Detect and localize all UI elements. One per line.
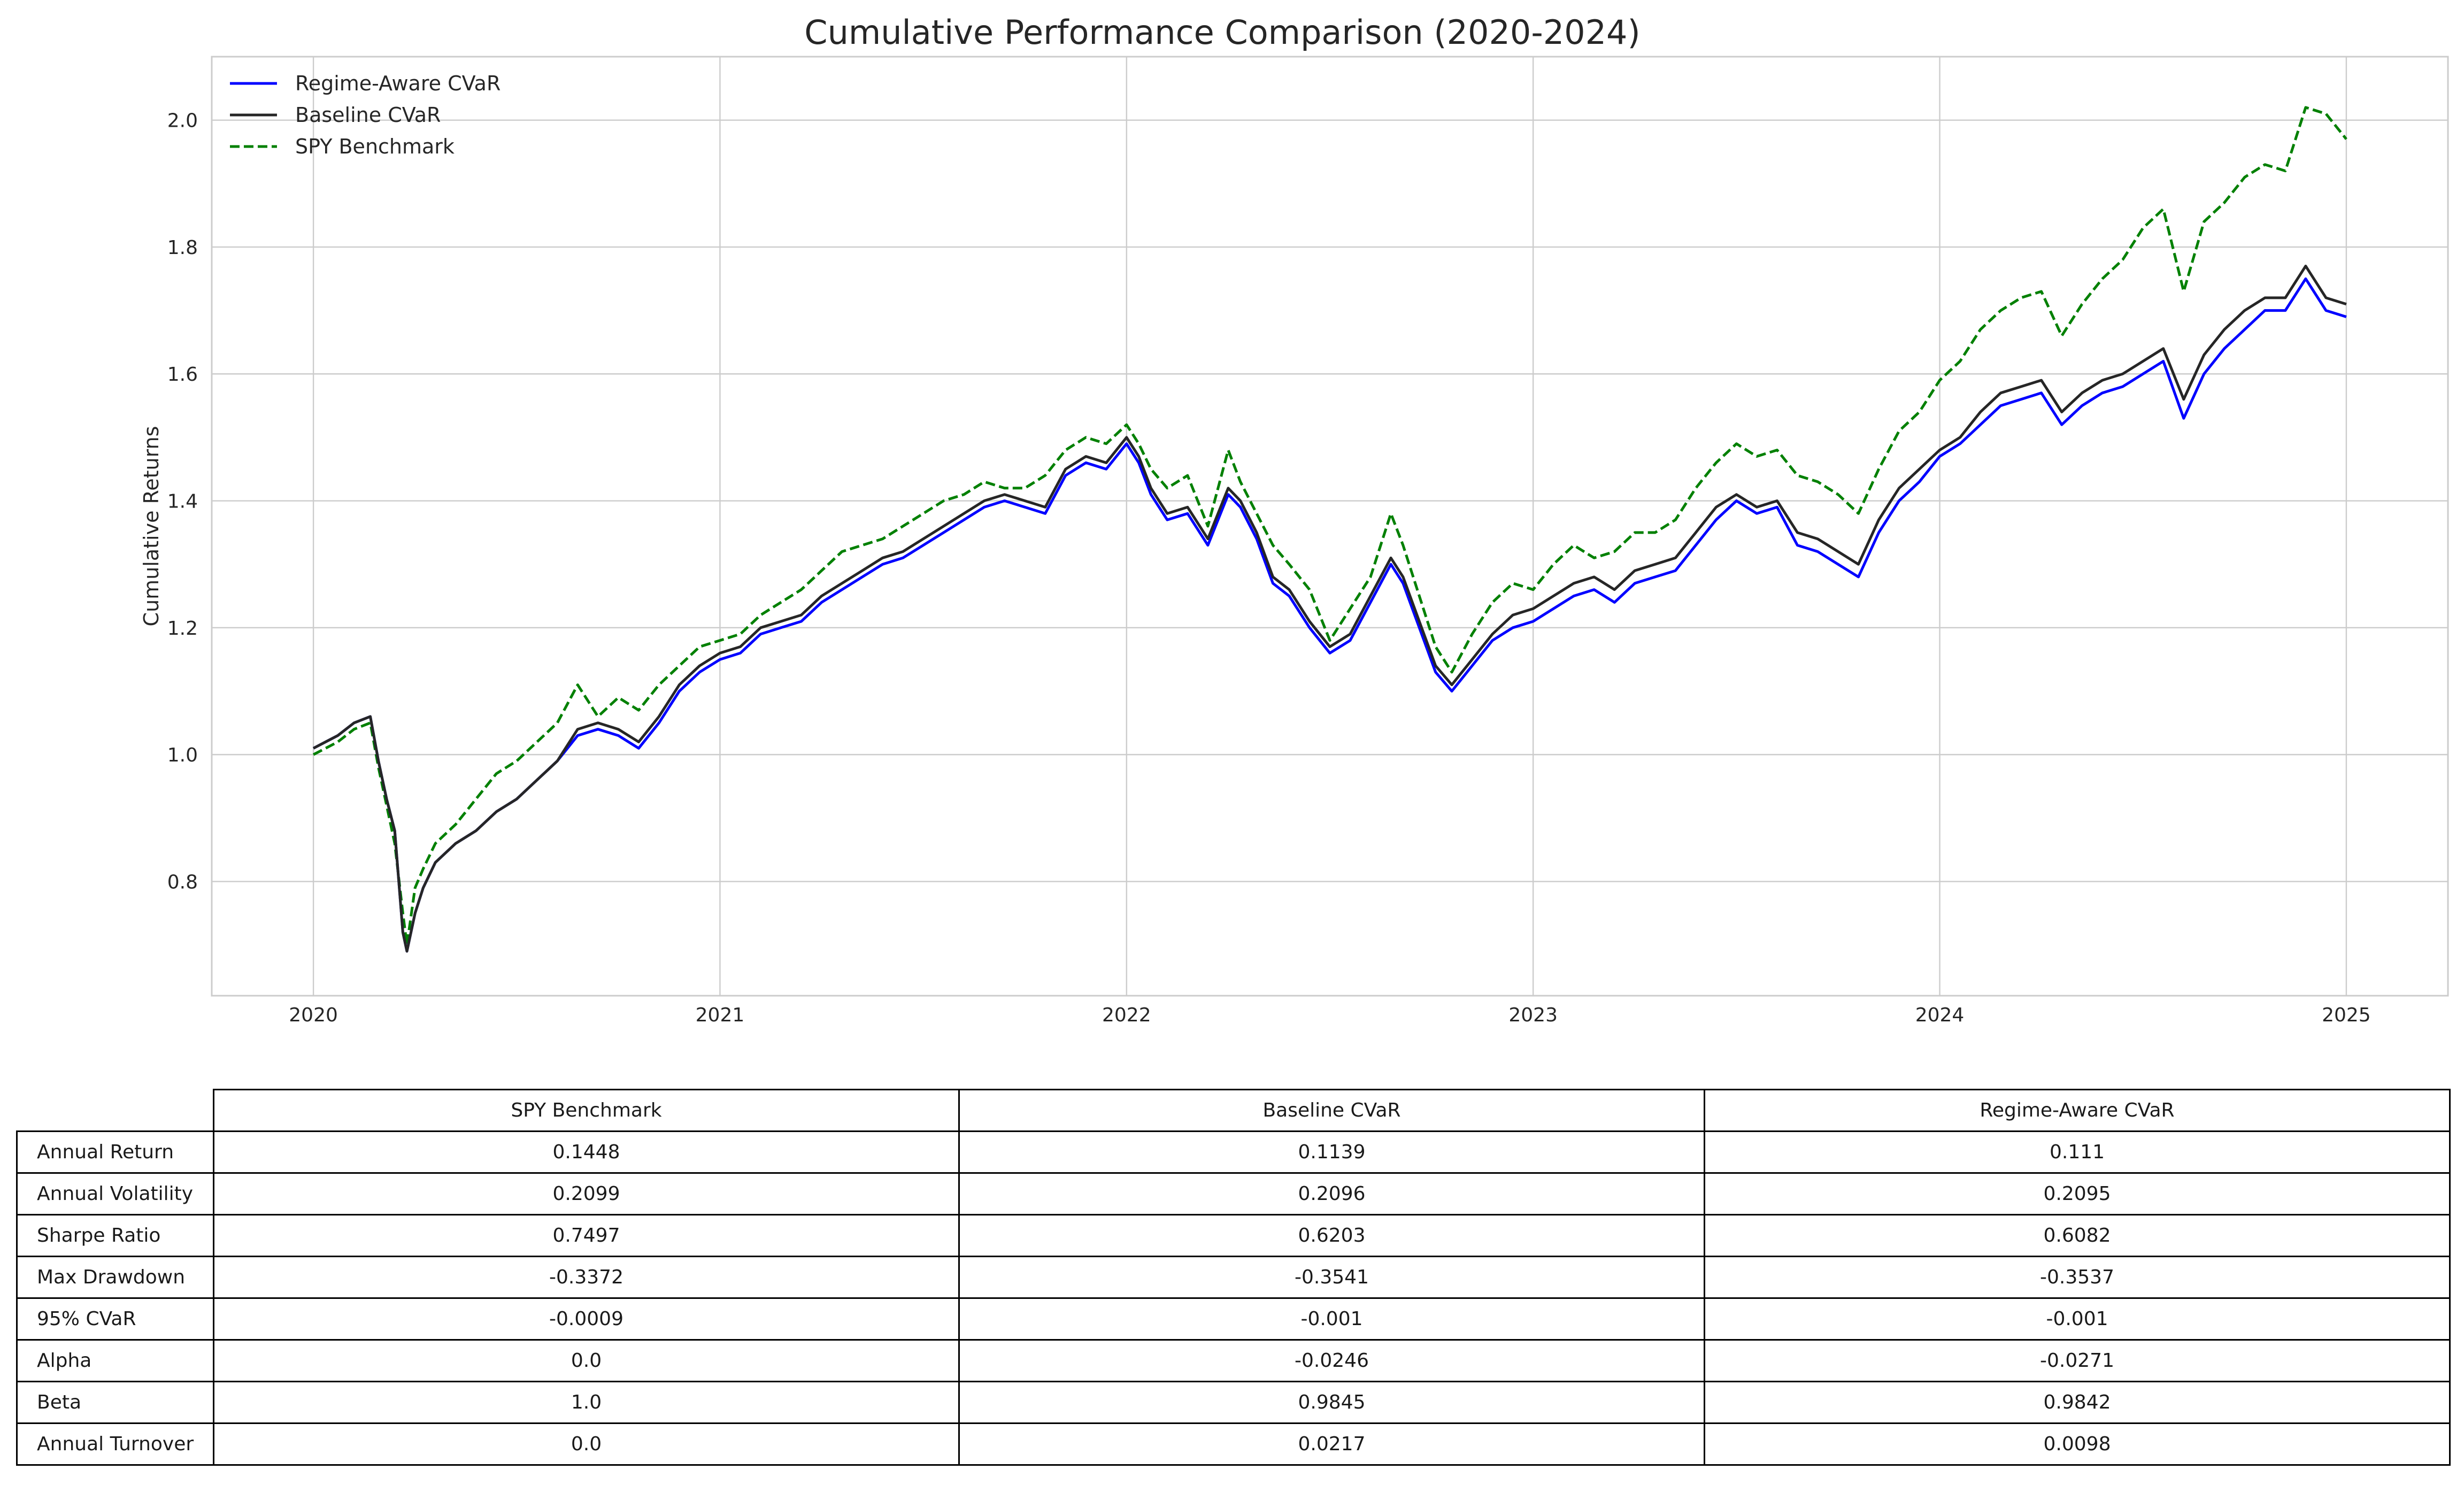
table-row: Alpha 0.0 -0.0246 -0.0271 (16, 1339, 2451, 1382)
performance-chart: Cumulative Performance Comparison (2020-… (140, 13, 2449, 1026)
grid (212, 57, 2448, 996)
table-row: Annual Turnover 0.0 0.0217 0.0098 (16, 1422, 2451, 1466)
row-label: Sharpe Ratio (16, 1214, 214, 1257)
table-row: Annual Return 0.1448 0.1139 0.111 (16, 1130, 2451, 1174)
table-cell: 0.0098 (1704, 1422, 2451, 1466)
table-cell: 0.9842 (1704, 1381, 2451, 1424)
table-cell: 0.2096 (958, 1172, 1705, 1215)
table-cell: -0.3372 (213, 1256, 960, 1299)
chart-title: Cumulative Performance Comparison (2020-… (804, 13, 1640, 52)
table-cell: 0.6203 (958, 1214, 1705, 1257)
table-cell: -0.001 (1704, 1297, 2451, 1341)
table-row: Annual Volatility 0.2099 0.2096 0.2095 (16, 1172, 2451, 1215)
table-cell: 0.2099 (213, 1172, 960, 1215)
table-cell: 0.0 (213, 1339, 960, 1382)
table-row: Beta 1.0 0.9845 0.9842 (16, 1381, 2451, 1424)
table-cell: 0.0217 (958, 1422, 1705, 1466)
table-cell: 0.7497 (213, 1214, 960, 1257)
series-line-baseline-cvar (312, 265, 2347, 953)
x-tick-label: 2025 (2322, 1004, 2371, 1026)
legend-label: SPY Benchmark (295, 135, 455, 158)
table-cell: 0.6082 (1704, 1214, 2451, 1257)
table-cell: 0.9845 (958, 1381, 1705, 1424)
y-tick-label: 1.0 (167, 744, 198, 766)
row-label: Alpha (16, 1339, 214, 1382)
y-axis-title: Cumulative Returns (140, 426, 163, 627)
row-label: Annual Return (16, 1130, 214, 1174)
table-corner-cell (17, 1089, 214, 1132)
y-tick-label: 1.4 (167, 491, 198, 513)
x-axis-ticks: 2020 2021 2022 2023 2024 2025 (289, 1004, 2370, 1026)
table-cell: -0.3537 (1704, 1256, 2451, 1299)
x-tick-label: 2022 (1102, 1004, 1151, 1026)
row-label: Annual Turnover (16, 1422, 214, 1466)
legend-label: Regime-Aware CVaR (295, 72, 500, 95)
table-cell: 1.0 (213, 1381, 960, 1424)
y-tick-label: 1.2 (167, 618, 198, 640)
table-cell: 0.111 (1704, 1130, 2451, 1174)
table-cell: -0.001 (958, 1297, 1705, 1341)
x-tick-label: 2021 (696, 1004, 745, 1026)
metrics-table: SPY Benchmark Baseline CVaR Regime-Aware… (16, 1089, 2451, 1466)
legend: Regime-Aware CVaR Baseline CVaR SPY Benchm… (230, 72, 500, 158)
table-cell: 0.1448 (213, 1130, 960, 1174)
row-label: Beta (16, 1381, 214, 1424)
series-line-spy-benchmark (312, 106, 2347, 947)
x-tick-label: 2020 (289, 1004, 338, 1026)
column-header-spy: SPY Benchmark (213, 1089, 960, 1132)
row-label: 95% CVaR (16, 1297, 214, 1341)
table-header-row: SPY Benchmark Baseline CVaR Regime-Aware… (17, 1089, 2451, 1132)
series-layer (312, 106, 2347, 953)
column-header-regime-aware: Regime-Aware CVaR (1704, 1089, 2451, 1132)
table-row: Max Drawdown -0.3372 -0.3541 -0.3537 (16, 1256, 2451, 1299)
table-cell: -0.0009 (213, 1297, 960, 1341)
row-label: Max Drawdown (16, 1256, 214, 1299)
x-tick-label: 2023 (1508, 1004, 1558, 1026)
legend-label: Baseline CVaR (295, 103, 441, 127)
table-row: Sharpe Ratio 0.7497 0.6203 0.6082 (16, 1214, 2451, 1257)
table-cell: 0.1139 (958, 1130, 1705, 1174)
x-tick-label: 2024 (1915, 1004, 1965, 1026)
table-row: 95% CVaR -0.0009 -0.001 -0.001 (16, 1297, 2451, 1341)
table-cell: 0.0 (213, 1422, 960, 1466)
y-tick-label: 0.8 (167, 871, 198, 893)
y-tick-label: 2.0 (167, 110, 198, 132)
table-cell: 0.2095 (1704, 1172, 2451, 1215)
row-label: Annual Volatility (16, 1172, 214, 1215)
table-cell: -0.0271 (1704, 1339, 2451, 1382)
column-header-baseline: Baseline CVaR (958, 1089, 1705, 1132)
table-cell: -0.3541 (958, 1256, 1705, 1299)
plot-frame (211, 56, 2449, 997)
y-axis-ticks: 0.8 1.0 1.2 1.4 1.6 1.8 2.0 (167, 110, 198, 894)
y-tick-label: 1.8 (167, 237, 198, 259)
table-cell: -0.0246 (958, 1339, 1705, 1382)
y-tick-label: 1.6 (167, 364, 198, 386)
